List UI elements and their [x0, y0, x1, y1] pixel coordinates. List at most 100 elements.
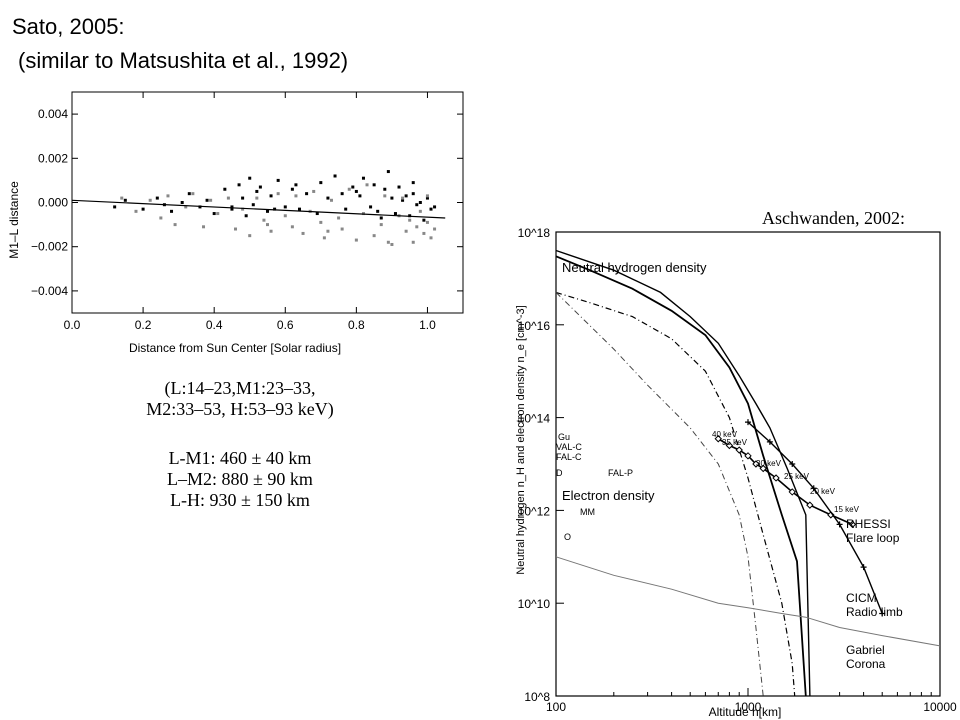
- scatter-point-gray: [283, 214, 287, 218]
- scatter-point-black: [404, 194, 408, 198]
- scatter-x-axis-label: Distance from Sun Center [Solar radius]: [129, 341, 341, 355]
- scatter-point-gray: [209, 198, 213, 202]
- density-x-axis-label: Altitude h[km]: [709, 705, 782, 719]
- scatter-point-gray: [365, 183, 369, 187]
- density-annotation: 25 keV: [784, 472, 810, 481]
- scatter-point-gray: [347, 187, 351, 191]
- scatter-point-gray: [255, 196, 259, 200]
- scatter-point-black: [180, 201, 184, 204]
- density-rhessi-marker: [752, 460, 760, 468]
- scatter-point-gray: [216, 212, 220, 216]
- scatter-point-black: [361, 176, 365, 180]
- scatter-point-gray: [415, 225, 419, 229]
- scatter-point-black: [340, 192, 344, 196]
- density-y-tick-label: 10^12: [518, 504, 551, 518]
- scatter-point-black: [187, 192, 191, 196]
- density-rhessi-marker: [744, 452, 752, 460]
- scatter-fit-line: [71, 199, 446, 219]
- density-rhessi-marker: [848, 520, 857, 529]
- scatter-point-black: [425, 196, 429, 200]
- scatter-point-gray: [340, 227, 344, 231]
- scatter-point-gray: [134, 209, 138, 213]
- density-series-line: [555, 292, 764, 697]
- density-cicm-marker: [810, 485, 817, 492]
- density-cicm-marker: [860, 564, 867, 571]
- scatter-point-black: [358, 194, 362, 198]
- scatter-point-black: [273, 207, 277, 211]
- scatter-x-tick-label: 0.4: [206, 318, 223, 332]
- scatter-point-black: [315, 212, 319, 216]
- scatter-point-gray: [383, 194, 387, 198]
- density-cicm-marker: [745, 419, 751, 426]
- density-rhessi-marker: [725, 441, 734, 450]
- scatter-point-gray: [166, 194, 170, 198]
- scatter-point-gray: [269, 229, 273, 233]
- scatter-point-gray: [322, 236, 326, 240]
- scatter-point-black: [369, 205, 373, 209]
- scatter-point-black: [397, 185, 401, 189]
- density-y-tick-label: 10^8: [524, 690, 550, 704]
- scatter-point-black: [372, 183, 376, 187]
- scatter-point-black: [305, 192, 309, 196]
- scatter-point-black: [351, 185, 355, 189]
- scatter-point-black: [411, 181, 415, 185]
- scatter-y-tick-label: −0.002: [31, 240, 68, 254]
- density-cicm-marker: [789, 461, 796, 467]
- scatter-y-axis-label: M1–L distance: [7, 181, 21, 259]
- density-cicm-marker: [766, 438, 773, 445]
- density-annotation: 35 keV: [722, 438, 748, 447]
- scatter-point-black: [333, 174, 337, 178]
- scatter-point-gray: [234, 227, 238, 231]
- scatter-point-black: [230, 205, 234, 209]
- density-annotation: O: [564, 532, 571, 542]
- scatter-point-gray: [159, 216, 163, 220]
- density-annotation: Corona: [846, 657, 886, 671]
- figure-title-sato: Sato, 2005:: [12, 14, 125, 39]
- scatter-point-black: [244, 214, 248, 218]
- scatter-point-black: [223, 187, 227, 191]
- scatter-point-gray: [408, 218, 412, 222]
- scatter-point-gray: [326, 229, 330, 233]
- density-annotation: CICM: [846, 591, 877, 605]
- density-annotation: FAL-P: [608, 468, 633, 478]
- density-annotation: 40 keV: [712, 430, 738, 439]
- scatter-point-black: [390, 196, 394, 200]
- scatter-y-tick-label: 0.002: [38, 151, 68, 165]
- scatter-point-gray: [422, 231, 426, 235]
- scatter-point-gray: [241, 207, 245, 211]
- scatter-point-gray: [319, 220, 323, 224]
- scatter-point-gray: [404, 229, 408, 233]
- density-y-axis-label: Neutral hydrogen n_H and electron densit…: [515, 305, 527, 574]
- scatter-point-black: [258, 185, 262, 189]
- density-annotation: D: [556, 468, 563, 478]
- density-annotation: FAL-C: [556, 452, 582, 462]
- density-x-tick-label: 10000: [923, 700, 957, 714]
- density-annotation: Gu: [558, 432, 570, 442]
- density-series-line: [555, 291, 796, 697]
- figure-subtitle-matsushita: (similar to Matsushita et al., 1992): [18, 48, 349, 73]
- scatter-point-gray: [390, 242, 394, 246]
- scatter-point-black: [401, 198, 405, 202]
- scatter-point-gray: [425, 220, 429, 224]
- scatter-x-tick-label: 0.6: [277, 318, 294, 332]
- scatter-point-black: [248, 176, 252, 180]
- scatter-point-black: [408, 214, 412, 218]
- scatter-point-black: [255, 189, 259, 193]
- scatter-point-black: [354, 189, 358, 193]
- density-series-line: [555, 249, 811, 697]
- density-annotation: VAL-C: [556, 442, 582, 452]
- density-annotation: 20 keV: [810, 487, 836, 496]
- density-cicm-marker: [879, 610, 886, 617]
- scatter-x-tick-label: 0.2: [135, 318, 152, 332]
- density-annotation: 30 keV: [756, 459, 782, 468]
- scatter-point-gray: [361, 212, 365, 216]
- scatter-point-black: [170, 209, 174, 213]
- density-series-line: [747, 421, 883, 614]
- scatter-point-gray: [308, 209, 312, 213]
- scatter-point-black: [198, 205, 202, 209]
- scatter-point-gray: [411, 240, 415, 244]
- scatter-plot-frame: [71, 91, 464, 314]
- scatter-point-black: [376, 209, 380, 213]
- density-rhessi-marker: [759, 464, 767, 473]
- density-series-line: [555, 255, 807, 697]
